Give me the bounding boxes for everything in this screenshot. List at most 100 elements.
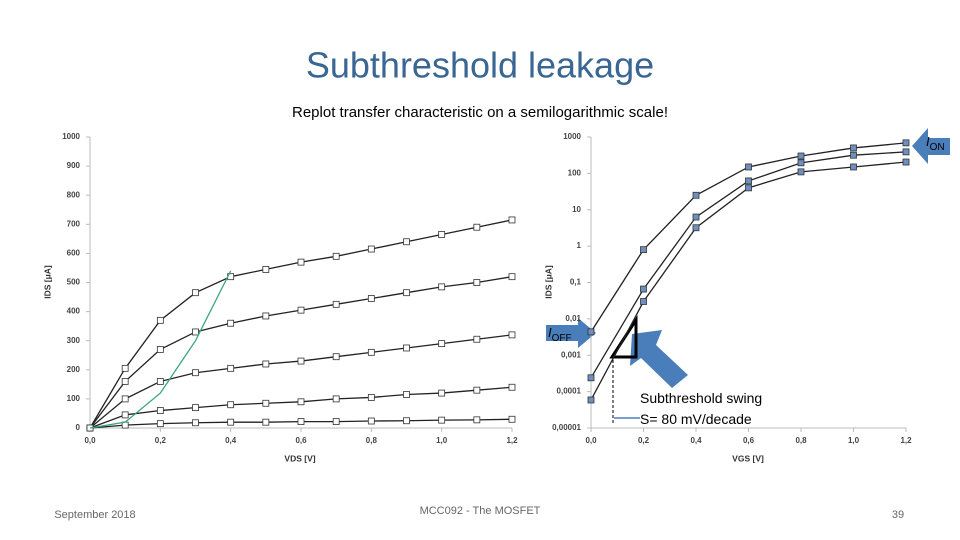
charts: 0 100 200 300 400 500 600 700 800 900 1000 0,0 0,2 0,… [42,132,944,463]
data-point [438,283,446,291]
data-point [508,383,516,391]
data-point [121,411,129,419]
data-point [227,319,235,327]
y-tick-label: 0 [76,423,81,432]
x-axis-title: VDS [V] [284,453,315,463]
x-tick-label: 0,6 [743,436,755,445]
y-tick-label: 600 [67,249,81,258]
y-axis-title: IDS [μA] [543,265,553,299]
data-point [403,417,410,425]
x-tick-label: 1,2 [506,436,518,445]
x-axis-title: VGS [V] [732,453,764,463]
data-point [508,216,516,224]
data-point [902,148,910,156]
data-point [297,398,305,406]
y-tick-label: 0,1 [570,278,582,287]
x-tick-label: 1,2 [900,436,912,445]
data-point [473,386,481,394]
series-line [89,334,513,429]
data-point [902,158,910,166]
data-point [192,404,199,412]
data-point [262,266,270,273]
y-tick-label: 400 [67,307,81,316]
data-point [692,191,700,199]
data-point [156,316,164,324]
y-tick-label: 900 [67,161,81,170]
data-point [473,223,481,231]
y-tick-label: 800 [67,190,81,199]
footer-title: MCC092 - The MOSFET [420,505,541,517]
y-tick-label: 1000 [563,132,581,141]
on-callout [912,128,950,164]
data-point [367,417,375,425]
x-tick-label: 0,2 [155,436,167,445]
data-point [692,213,700,221]
y-tick-label: 1000 [62,132,80,141]
data-point [332,395,340,403]
x-tick-label: 0,4 [225,436,237,445]
series-line [89,276,513,429]
data-point [367,348,375,356]
y-tick-label: 300 [67,336,81,345]
y-tick-label: 0,001 [561,350,582,359]
data-point [262,360,270,368]
x-tick-label: 0,6 [295,436,307,445]
data-point [297,357,305,365]
data-point [332,353,340,361]
data-point [438,416,446,424]
data-point [640,246,647,254]
data-point [902,139,910,147]
data-point [297,418,305,425]
data-point [473,416,481,424]
data-point [587,396,595,404]
data-point [227,401,235,409]
annotation-text: I [548,325,552,340]
data-point [797,159,805,167]
y-tick-label: 0,0001 [557,387,582,396]
annotation: S= 80 mV/decade [640,411,752,427]
x-tick-label: 0,2 [638,436,650,445]
y-tick-label: 700 [67,219,81,228]
data-point [745,184,752,192]
x-tick-label: 0,8 [795,436,807,445]
data-point [640,285,647,293]
page-number: 39 [892,509,904,521]
data-point [262,418,270,426]
series-line [590,161,907,401]
annotation: IOFF [548,325,572,343]
annotation: ION [926,134,945,152]
data-point [121,395,129,403]
y-tick-label: 0,01 [565,314,581,323]
data-point [403,289,410,297]
data-point [640,298,647,305]
data-point [156,378,164,385]
data-point [156,346,164,353]
data-point [692,224,700,232]
data-point [332,300,340,308]
x-tick-label: 0,8 [366,436,378,445]
data-point [438,231,446,238]
data-point [850,163,857,171]
x-tick-label: 0,0 [585,436,597,445]
data-point [508,273,516,281]
data-point [332,418,340,425]
x-tick-label: 1,0 [848,436,860,445]
x-tick-label: 0,0 [84,436,96,445]
data-point [192,369,199,377]
y-tick-label: 0,00001 [552,423,581,432]
series-line [590,142,907,333]
data-point [297,258,305,266]
data-point [262,399,270,407]
data-point [438,389,446,397]
data-point [367,245,375,253]
data-point [156,420,164,428]
data-point [850,144,857,152]
y-tick-label: 500 [67,278,81,287]
data-point [797,152,805,160]
data-point [438,340,446,348]
data-point [587,374,595,382]
data-point [192,328,199,336]
data-point [367,394,375,401]
annotation-text: S= 80 mV/decade [640,411,752,427]
